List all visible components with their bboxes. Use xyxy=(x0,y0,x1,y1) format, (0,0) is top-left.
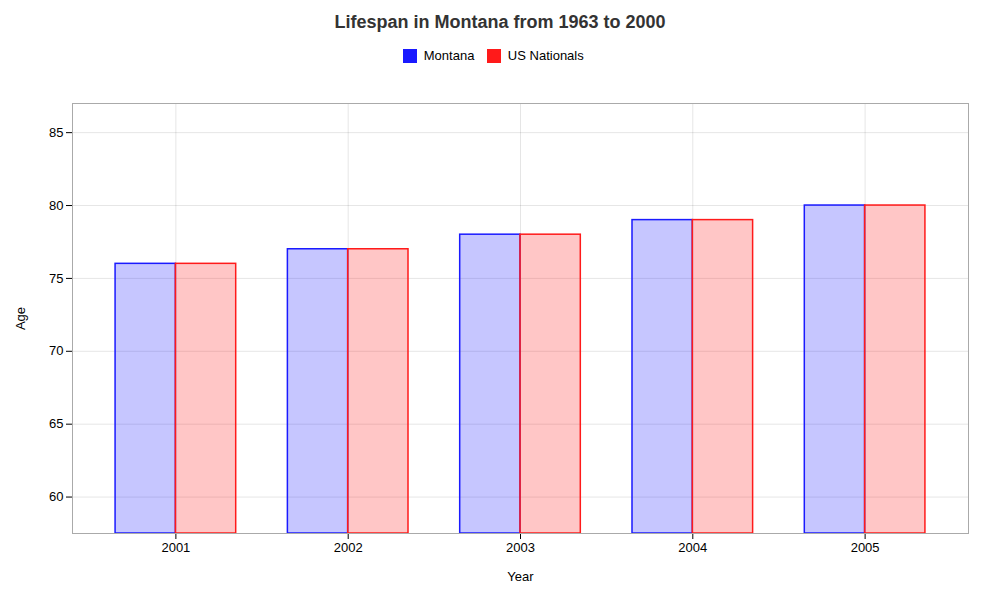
svg-text:70: 70 xyxy=(49,343,63,358)
svg-text:65: 65 xyxy=(49,416,63,431)
svg-text:2001: 2001 xyxy=(161,539,190,554)
svg-text:Age: Age xyxy=(13,306,28,329)
svg-text:60: 60 xyxy=(49,489,63,504)
html-text:US Nationals: US Nationals xyxy=(507,48,584,63)
svg-text:2004: 2004 xyxy=(678,539,707,554)
html-text:Lifespan in Montana from 1963: Lifespan in Montana from 1963 to 2000 xyxy=(334,12,666,32)
svg-text:75: 75 xyxy=(49,270,63,285)
svg-text:2003: 2003 xyxy=(506,539,535,554)
svg-text:2005: 2005 xyxy=(851,539,880,554)
svg-text:85: 85 xyxy=(49,124,63,139)
svg-text:80: 80 xyxy=(49,197,63,212)
svg-text:Year: Year xyxy=(507,568,534,583)
svg-text:2002: 2002 xyxy=(334,539,363,554)
html-text:Montana: Montana xyxy=(423,48,475,63)
